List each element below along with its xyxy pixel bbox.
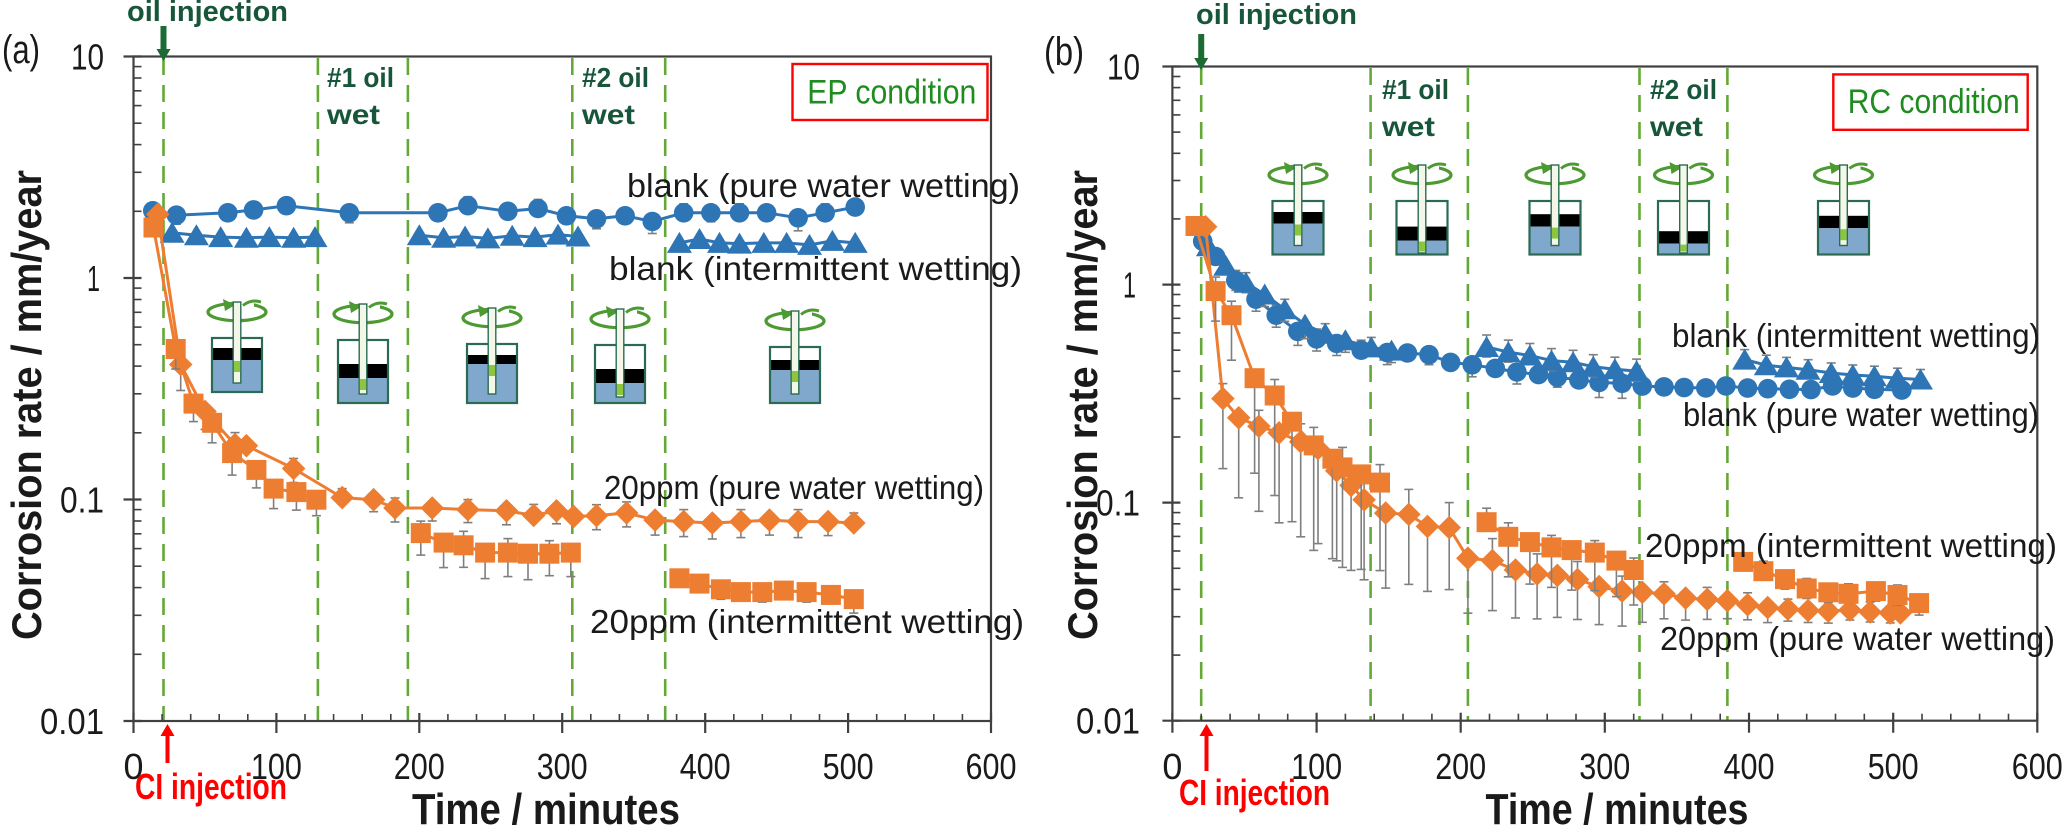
svg-text:Corrosion rate / mm/year: Corrosion rate / mm/year (3, 170, 50, 640)
svg-text:oil injection: oil injection (1196, 0, 1357, 31)
svg-text:RC condition: RC condition (1848, 83, 2020, 121)
svg-text:blank (intermittent wetting): blank (intermittent wetting) (609, 250, 1022, 287)
svg-text:500: 500 (1868, 746, 1919, 787)
svg-text:10: 10 (71, 37, 104, 78)
svg-text:400: 400 (1724, 746, 1775, 787)
svg-text:#2 oil: #2 oil (582, 62, 649, 93)
svg-text:1: 1 (1123, 265, 1136, 306)
svg-text:20ppm (intermittent wetting): 20ppm (intermittent wetting) (590, 603, 1024, 640)
svg-text:0.1: 0.1 (60, 480, 104, 521)
svg-text:wet: wet (1649, 111, 1703, 142)
svg-text:20ppm (intermittent wetting): 20ppm (intermittent wetting) (1645, 527, 2057, 564)
svg-text:blank (pure water wetting): blank (pure water wetting) (1683, 396, 2039, 433)
svg-text:CI injection: CI injection (1179, 772, 1330, 813)
svg-text:blank (intermittent wetting): blank (intermittent wetting) (1672, 317, 2040, 354)
svg-text:100: 100 (251, 746, 302, 787)
svg-text:Corrosion rate / mm/year: Corrosion rate / mm/year (1059, 170, 1106, 640)
svg-text:20ppm (pure water wetting): 20ppm (pure water wetting) (604, 469, 984, 506)
svg-text:Time / minutes: Time / minutes (1486, 785, 1749, 829)
svg-text:0.01: 0.01 (40, 701, 104, 742)
svg-text:Time / minutes: Time / minutes (412, 785, 680, 829)
svg-text:EP condition: EP condition (807, 74, 976, 112)
svg-text:500: 500 (823, 746, 874, 787)
svg-text:0.01: 0.01 (1076, 701, 1140, 742)
svg-text:1: 1 (87, 258, 100, 299)
svg-text:#2 oil: #2 oil (1650, 74, 1717, 105)
svg-text:#1 oil: #1 oil (327, 62, 394, 93)
svg-text:600: 600 (2012, 746, 2063, 787)
svg-text:200: 200 (1435, 746, 1486, 787)
svg-text:600: 600 (966, 746, 1017, 787)
svg-text:(b): (b) (1044, 30, 1084, 74)
svg-text:10: 10 (1107, 47, 1140, 88)
svg-text:100: 100 (1291, 746, 1342, 787)
svg-text:oil injection: oil injection (127, 0, 288, 28)
svg-text:0: 0 (1162, 746, 1182, 787)
svg-text:(a): (a) (2, 28, 40, 72)
svg-text:20ppm (pure water wetting): 20ppm (pure water wetting) (1660, 620, 2055, 657)
svg-text:wet: wet (1381, 111, 1435, 142)
svg-text:wet: wet (326, 99, 380, 130)
svg-text:300: 300 (1579, 746, 1630, 787)
svg-text:0: 0 (124, 746, 144, 787)
svg-text:200: 200 (394, 746, 445, 787)
svg-text:CI injection: CI injection (135, 766, 287, 807)
svg-text:400: 400 (680, 746, 731, 787)
svg-text:wet: wet (581, 99, 635, 130)
svg-text:#1 oil: #1 oil (1382, 74, 1449, 105)
svg-text:0.1: 0.1 (1096, 483, 1140, 524)
svg-text:blank (pure water wetting): blank (pure water wetting) (627, 167, 1020, 204)
svg-text:300: 300 (537, 746, 588, 787)
